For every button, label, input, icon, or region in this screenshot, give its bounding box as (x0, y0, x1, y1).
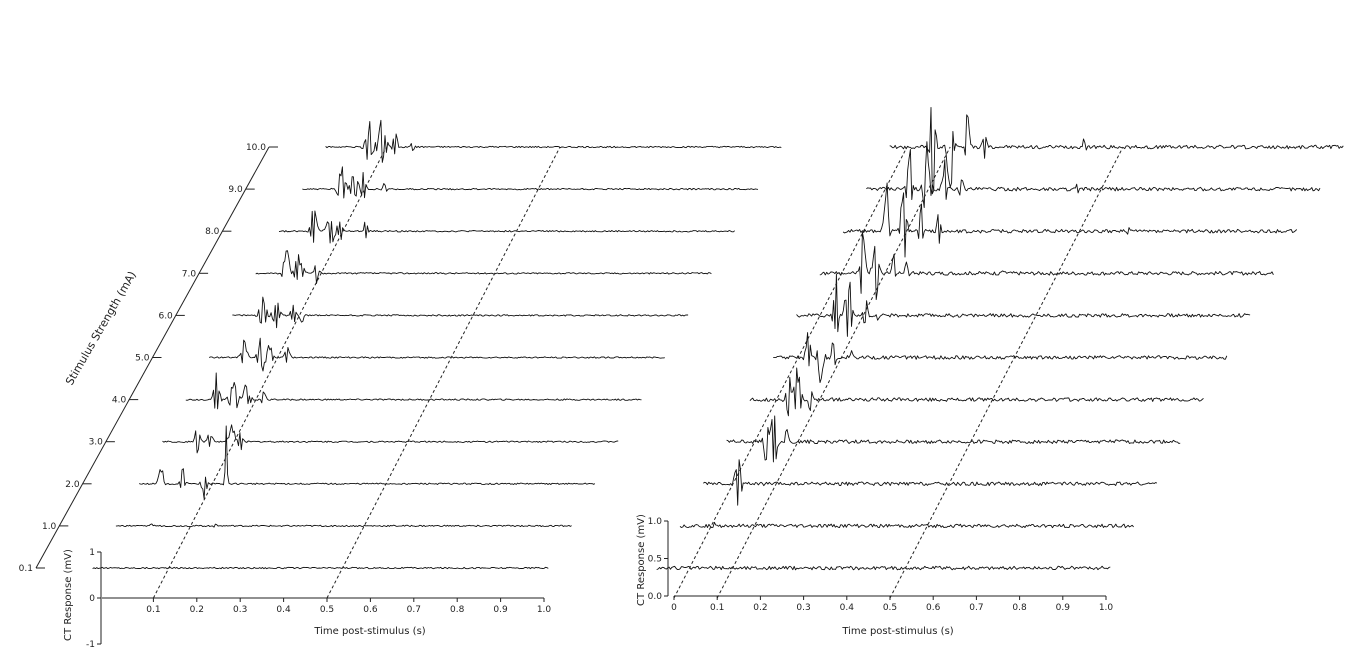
x-tick-label: 0.2 (753, 603, 767, 613)
trace-8-0 (842, 182, 1298, 258)
left-time-axis: 0.1 0.2 0.3 0.4 0.5 0.6 0.7 0.8 0.9 1.0 (102, 597, 552, 615)
trace-7-0 (255, 250, 712, 284)
y-tick-label: 0 (89, 594, 95, 604)
dashed-line-0-1 (716, 146, 951, 599)
x-tick-label: 0.7 (407, 605, 421, 615)
trace-0-1 (656, 565, 1111, 571)
trace-2-0 (139, 425, 596, 500)
x-tick-label: 0.1 (146, 605, 160, 615)
z-tick-label: 6.0 (158, 311, 173, 321)
x-tick-label: 0 (671, 603, 677, 613)
z-tick-label: 10.0 (246, 143, 266, 153)
trace-7-0 (819, 231, 1274, 301)
trace-6-0 (232, 296, 689, 329)
left-traces (92, 119, 782, 570)
z-tick-label: 7.0 (182, 269, 197, 279)
z-tick-label: 5.0 (135, 354, 150, 364)
left-y-axis-label: CT Response (mV) (63, 549, 74, 641)
left-dashed-lines (152, 146, 561, 599)
left-z-axis-label: Stimulus Strength (mA) (63, 269, 139, 387)
y-tick-label: 1 (89, 548, 95, 558)
trace-6-0 (796, 273, 1251, 337)
right-traces (656, 107, 1344, 571)
x-tick-label: 0.9 (493, 605, 508, 615)
left-stimulus-axis: 0.1 1.0 2.0 3.0 4.0 5.0 6.0 7.0 8.0 9.0 10.0 (19, 143, 278, 574)
trace-9-0 (866, 141, 1321, 209)
y-tick-label: -1 (86, 640, 95, 647)
dashed-line-0-5 (889, 146, 1124, 599)
z-tick-label: 2.0 (65, 480, 80, 490)
z-tick-label: 3.0 (89, 438, 104, 448)
x-tick-label: 1.0 (537, 605, 552, 615)
right-y-axis-label: CT Response (mV) (636, 514, 647, 606)
x-tick-label: 0.8 (1012, 603, 1027, 613)
z-tick-label: 1.0 (42, 522, 57, 532)
x-tick-label: 0.9 (1056, 603, 1071, 613)
trace-4-0 (185, 372, 642, 410)
right-dashed-lines (673, 146, 1124, 599)
x-tick-label: 0.4 (840, 603, 855, 613)
left-x-axis-label: Time post-stimulus (s) (313, 626, 425, 637)
x-tick-label: 0.3 (796, 603, 810, 613)
trace-0-1 (92, 566, 549, 570)
trace-4-0 (749, 367, 1204, 417)
trace-1-0 (115, 523, 572, 528)
x-tick-label: 1.0 (1099, 603, 1114, 613)
trace-5-0 (208, 337, 665, 372)
z-tick-label: 9.0 (228, 185, 243, 195)
x-tick-label: 0.6 (926, 603, 941, 613)
trace-1-0 (679, 521, 1134, 529)
y-tick-label: 0.0 (648, 592, 663, 602)
dashed-line-0 (673, 146, 908, 599)
x-tick-label: 0.4 (276, 605, 291, 615)
trace-3-0 (162, 424, 619, 454)
x-tick-label: 0.8 (450, 605, 465, 615)
trace-3-0 (726, 415, 1181, 463)
trace-9-0 (302, 166, 759, 199)
z-tick-label: 8.0 (205, 227, 220, 237)
x-tick-label: 0.1 (710, 603, 724, 613)
trace-2-0 (703, 459, 1158, 506)
right-time-axis: 0 0.1 0.2 0.3 0.4 0.5 0.6 0.7 0.8 0.9 1.0 (671, 595, 1114, 613)
right-response-axis: 1.0 0.5 0.0 (648, 517, 669, 602)
x-tick-label: 0.3 (233, 605, 247, 615)
trace-10-0 (325, 119, 782, 163)
x-tick-label: 0.7 (969, 603, 983, 613)
trace-10-0 (889, 107, 1344, 195)
trace-8-0 (278, 210, 735, 244)
left-response-axis: 1 0 -1 (86, 548, 102, 650)
y-tick-label: 1.0 (648, 517, 663, 527)
dashed-line-0-5 (326, 146, 561, 599)
x-tick-label: 0.2 (190, 605, 204, 615)
right-x-axis-label: Time post-stimulus (s) (841, 626, 953, 637)
z-tick-label: 0.1 (19, 564, 33, 574)
y-tick-label: 0.5 (648, 555, 662, 565)
z-tick-label: 4.0 (112, 396, 127, 406)
trace-5-0 (773, 332, 1228, 384)
x-tick-label: 0.5 (320, 605, 334, 615)
x-tick-label: 0.6 (363, 605, 378, 615)
right-panel: 1.0 0.5 0.0 0 0.1 0.2 0.3 0.4 0.5 0.6 0.7 0.8 0.9 1.… (636, 107, 1344, 637)
dashed-line-0-1 (152, 146, 387, 599)
x-tick-label: 0.5 (883, 603, 897, 613)
